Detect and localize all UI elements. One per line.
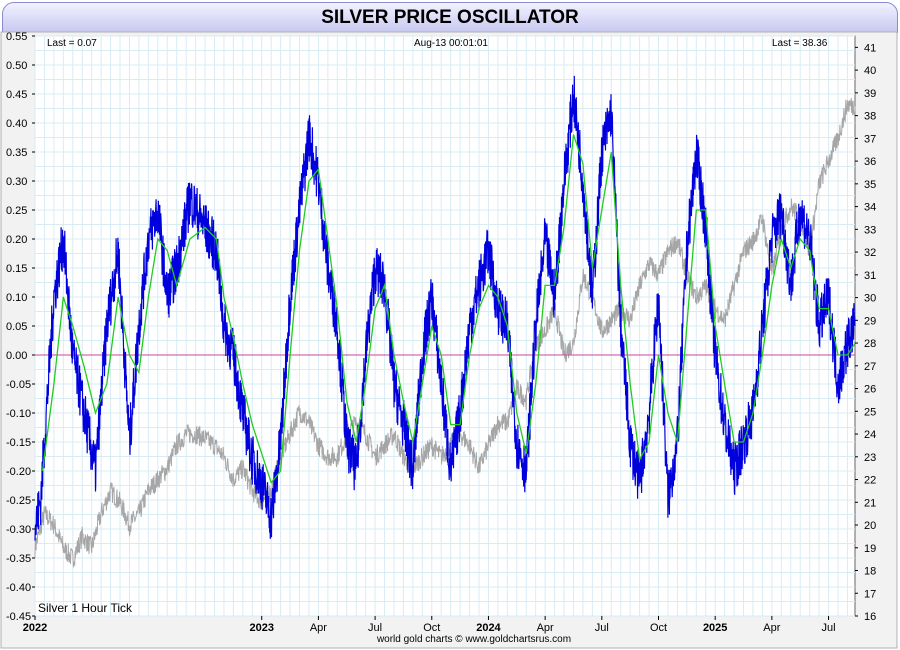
signal-line bbox=[41, 134, 856, 484]
right-tick-label: 41 bbox=[864, 42, 876, 54]
x-tick-label: Jul bbox=[595, 622, 609, 634]
right-tick-label: 21 bbox=[864, 497, 876, 509]
right-tick-label: 35 bbox=[864, 179, 876, 191]
right-tick-label: 24 bbox=[864, 429, 876, 441]
right-tick-label: 22 bbox=[864, 475, 876, 487]
right-tick-label: 28 bbox=[864, 338, 876, 350]
left-tick-label: -0.05 bbox=[6, 379, 31, 391]
left-tick-label: 0.30 bbox=[6, 176, 27, 188]
left-tick-label: 0.55 bbox=[6, 31, 27, 43]
right-tick-label: 36 bbox=[864, 156, 876, 168]
timestamp: Aug-13 00:01:01 bbox=[414, 38, 488, 49]
last-price-value: Last = 38.36 bbox=[772, 38, 828, 49]
x-tick-label: 2023 bbox=[249, 622, 273, 634]
x-tick-label: 2025 bbox=[703, 622, 727, 634]
left-tick-label: 0.15 bbox=[6, 263, 27, 275]
right-tick-label: 40 bbox=[864, 65, 876, 77]
left-tick-label: 0.20 bbox=[6, 234, 27, 246]
price-line bbox=[34, 97, 856, 568]
left-tick-label: 0.05 bbox=[6, 321, 27, 333]
left-tick-label: 0.45 bbox=[6, 89, 27, 101]
right-tick-label: 38 bbox=[864, 111, 876, 123]
x-tick-label: Oct bbox=[650, 622, 667, 634]
left-tick-label: 0.35 bbox=[6, 147, 27, 159]
left-tick-label: -0.30 bbox=[6, 524, 31, 536]
right-tick-label: 18 bbox=[864, 566, 876, 578]
left-tick-label: 0.50 bbox=[6, 60, 27, 72]
right-tick-label: 20 bbox=[864, 520, 876, 532]
right-tick-label: 17 bbox=[864, 588, 876, 600]
x-tick-label: Oct bbox=[423, 622, 440, 634]
x-tick-label: Apr bbox=[537, 622, 554, 634]
right-tick-label: 32 bbox=[864, 247, 876, 259]
chart-title: SILVER PRICE OSCILLATOR bbox=[2, 2, 898, 33]
left-tick-label: -0.35 bbox=[6, 553, 31, 565]
right-tick-label: 29 bbox=[864, 315, 876, 327]
right-tick-label: 31 bbox=[864, 270, 876, 282]
source-credit: world gold charts © www.goldchartsrus.co… bbox=[376, 634, 571, 645]
left-tick-label: -0.45 bbox=[6, 611, 31, 623]
right-tick-label: 33 bbox=[864, 224, 876, 236]
x-tick-label: Apr bbox=[763, 622, 780, 634]
left-axis: 0.55 0.50 0.45 0.40 0.35 0.30 0.25 0.20 0.15 0.10… bbox=[6, 31, 35, 623]
right-tick-label: 37 bbox=[864, 133, 876, 145]
left-tick-label: 0.40 bbox=[6, 118, 27, 130]
left-tick-label: -0.25 bbox=[6, 495, 31, 507]
right-tick-label: 16 bbox=[864, 611, 876, 623]
right-tick-label: 25 bbox=[864, 406, 876, 418]
x-tick-label: 2024 bbox=[476, 622, 501, 634]
left-tick-label: -0.20 bbox=[6, 466, 31, 478]
x-tick-label: Jul bbox=[368, 622, 382, 634]
left-tick-label: 0.25 bbox=[6, 205, 27, 217]
left-tick-label: -0.15 bbox=[6, 437, 31, 449]
right-tick-label: 30 bbox=[864, 293, 876, 305]
left-tick-label: 0.00 bbox=[6, 350, 27, 362]
left-tick-label: -0.40 bbox=[6, 582, 31, 594]
right-tick-label: 26 bbox=[864, 384, 876, 396]
x-tick-label: 2022 bbox=[23, 622, 47, 634]
last-oscillator-value: Last = 0.07 bbox=[47, 38, 97, 49]
grid-lines bbox=[34, 35, 855, 617]
right-tick-label: 23 bbox=[864, 452, 876, 464]
x-axis: 2022 2023 Apr Jul Oct 2024 Apr Jul Oct 2025 Apr Jul bbox=[23, 616, 836, 634]
right-tick-label: 27 bbox=[864, 361, 876, 373]
series-layer bbox=[34, 75, 856, 568]
left-tick-label: 0.10 bbox=[6, 292, 27, 304]
x-tick-label: Jul bbox=[822, 622, 836, 634]
right-axis: 41 40 39 38 37 36 35 34 33 32 31 30 29 28 27 26 25 24 23 22… bbox=[855, 42, 876, 623]
x-tick-label: Apr bbox=[310, 622, 327, 634]
right-tick-label: 34 bbox=[864, 202, 876, 214]
right-tick-label: 39 bbox=[864, 88, 876, 100]
oscillator-line bbox=[34, 75, 856, 541]
left-tick-label: -0.10 bbox=[6, 408, 31, 420]
series-label: Silver 1 Hour Tick bbox=[38, 601, 133, 615]
right-tick-label: 19 bbox=[864, 543, 876, 555]
